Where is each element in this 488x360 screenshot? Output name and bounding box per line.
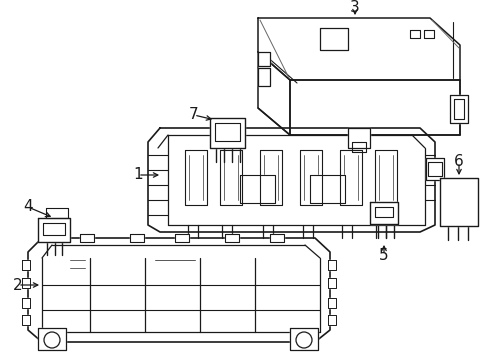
Polygon shape xyxy=(22,315,30,325)
Polygon shape xyxy=(28,238,329,342)
Polygon shape xyxy=(449,95,467,123)
Polygon shape xyxy=(43,223,65,235)
Text: 3: 3 xyxy=(349,0,359,15)
Polygon shape xyxy=(22,278,30,288)
Polygon shape xyxy=(209,118,244,148)
Polygon shape xyxy=(130,234,143,242)
Polygon shape xyxy=(327,298,335,308)
Polygon shape xyxy=(327,260,335,270)
Polygon shape xyxy=(46,208,68,218)
Polygon shape xyxy=(38,218,70,242)
Polygon shape xyxy=(215,123,240,141)
Polygon shape xyxy=(319,28,347,50)
Polygon shape xyxy=(327,315,335,325)
Polygon shape xyxy=(327,278,335,288)
Polygon shape xyxy=(453,99,463,119)
Text: 2: 2 xyxy=(13,278,23,292)
Text: 4: 4 xyxy=(23,199,33,215)
Polygon shape xyxy=(269,234,284,242)
Text: 1: 1 xyxy=(133,167,142,183)
Polygon shape xyxy=(347,128,369,148)
Polygon shape xyxy=(184,150,206,205)
Polygon shape xyxy=(374,150,396,205)
Text: 6: 6 xyxy=(453,154,463,170)
Polygon shape xyxy=(258,18,459,80)
Polygon shape xyxy=(309,175,345,203)
Polygon shape xyxy=(258,52,269,66)
Polygon shape xyxy=(224,234,239,242)
Polygon shape xyxy=(258,68,269,86)
Polygon shape xyxy=(299,150,321,205)
Polygon shape xyxy=(260,150,282,205)
Polygon shape xyxy=(289,80,459,135)
Polygon shape xyxy=(80,234,94,242)
Polygon shape xyxy=(22,260,30,270)
Polygon shape xyxy=(351,142,365,152)
Polygon shape xyxy=(289,328,317,350)
Polygon shape xyxy=(148,128,434,232)
Polygon shape xyxy=(258,52,289,135)
Polygon shape xyxy=(220,150,242,205)
Text: 7: 7 xyxy=(189,108,199,122)
Polygon shape xyxy=(423,30,433,38)
Polygon shape xyxy=(175,234,189,242)
Polygon shape xyxy=(339,150,361,205)
Polygon shape xyxy=(38,328,66,350)
Polygon shape xyxy=(439,178,477,226)
Polygon shape xyxy=(240,175,274,203)
Text: 5: 5 xyxy=(378,248,388,262)
Polygon shape xyxy=(427,162,441,176)
Polygon shape xyxy=(22,298,30,308)
Polygon shape xyxy=(409,30,419,38)
Polygon shape xyxy=(425,158,443,180)
Polygon shape xyxy=(369,202,397,224)
Polygon shape xyxy=(374,207,392,217)
